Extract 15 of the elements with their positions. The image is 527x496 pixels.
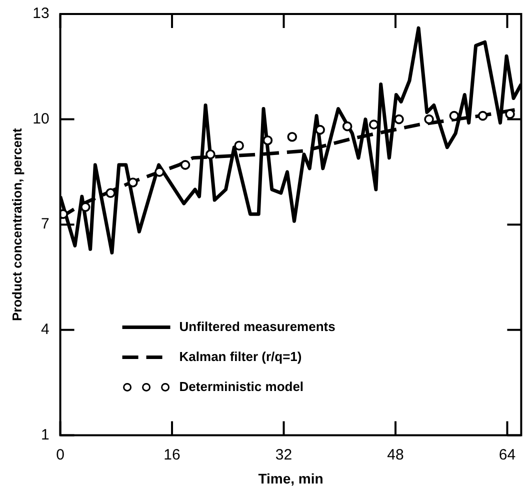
legend-label: Unfiltered measurements <box>179 318 336 334</box>
x-tick-label: 32 <box>275 446 292 464</box>
legend-label: Kalman filter (r/q=1) <box>179 348 302 364</box>
legend-label: Deterministic model <box>179 378 304 394</box>
x-tick-label: 64 <box>498 446 516 464</box>
y-tick-label: 13 <box>32 5 50 22</box>
y-tick-label: 4 <box>40 321 50 338</box>
y-tick-label: 7 <box>40 216 50 233</box>
x-tick-label: 0 <box>56 446 64 464</box>
y-tick-label: 10 <box>32 110 50 128</box>
x-axis-title: Time, min <box>258 470 324 486</box>
x-tick-label: 16 <box>164 446 180 464</box>
x-tick-label: 48 <box>387 446 404 464</box>
y-axis-title: Product concentration, percent <box>9 128 24 322</box>
y-tick-label: 1 <box>40 426 50 444</box>
